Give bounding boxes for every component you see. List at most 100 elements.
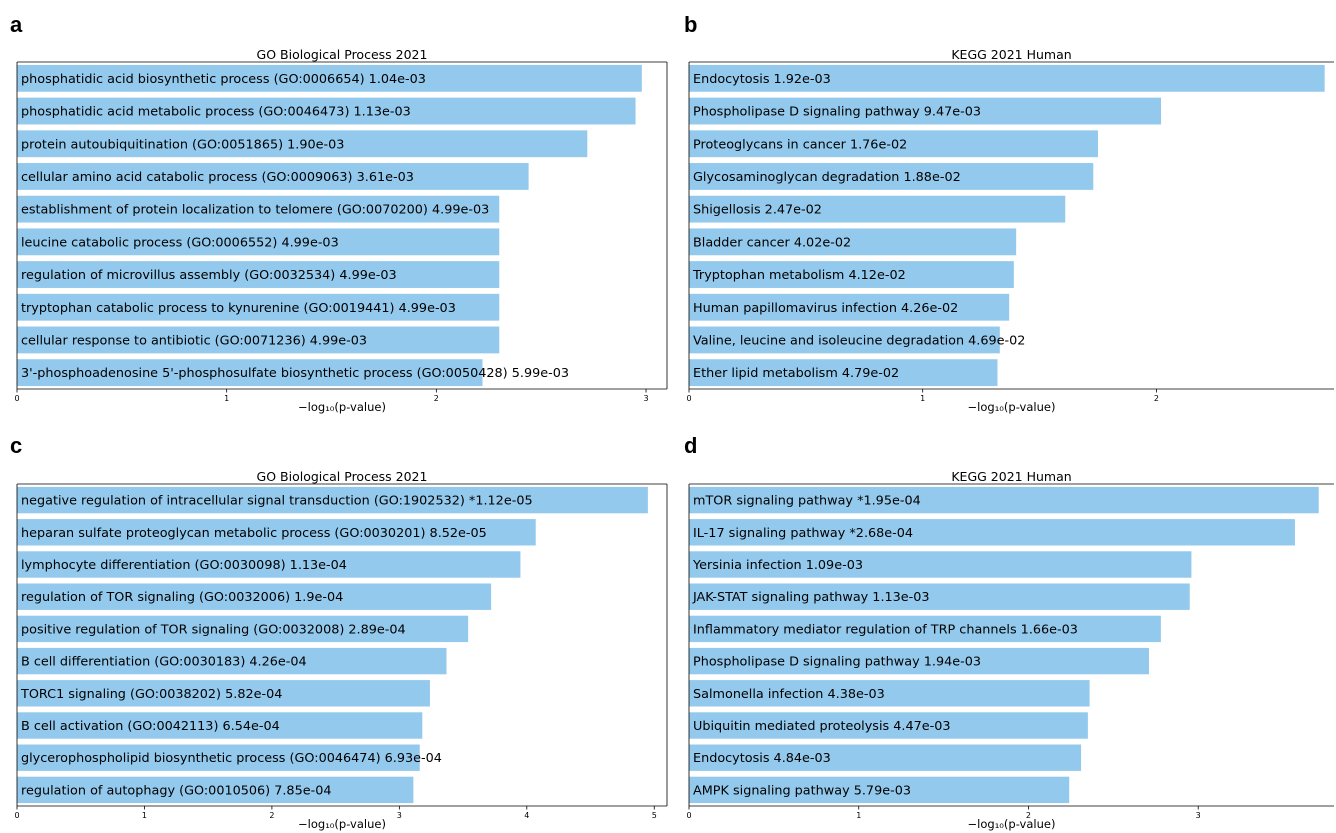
bar [17,680,430,707]
bar-label: TORC1 signaling (GO:0038202) 5.82e-04 [20,687,282,702]
bar [17,486,648,514]
bar-label: Endocytosis 4.84e-03 [693,751,831,766]
bar [17,359,483,387]
bar [17,130,588,158]
bar-label: B cell differentiation (GO:0030183) 4.26… [21,655,307,670]
bar [17,519,536,546]
bar [689,359,998,387]
bar-label: regulation of autophagy (GO:0010506) 7.8… [21,783,332,798]
x-tick-label: 0 [686,811,691,820]
bar-label: negative regulation of intracellular sig… [21,494,533,509]
bar-label: cellular amino acid catabolic process (G… [21,170,414,185]
bar-label: Ubiquitin mediated proteolysis 4.47e-03 [693,719,951,734]
bar-label: B cell activation (GO:0042113) 6.54e-04 [21,719,280,734]
bar [17,615,469,643]
bar-label: regulation of TOR signaling (GO:0032006)… [21,590,343,605]
x-tick-label: 1 [856,811,861,820]
bar-label: lymphocyte differentiation (GO:0030098) … [21,558,347,573]
bar [17,551,521,578]
bar [689,519,1295,546]
bar-label: Phospholipase D signaling pathway 1.94e-… [693,655,981,670]
bar-label: Yersinia infection 1.09e-03 [692,558,863,573]
bar [689,97,1162,125]
bar [689,64,1325,92]
panel-letter-d: d [684,433,698,458]
bar [689,744,1082,771]
bar [689,712,1088,739]
bar-label: AMPK signaling pathway 5.79e-03 [693,783,911,798]
bar [17,647,447,675]
bar [17,228,500,256]
bar-label: protein autoubiquitination (GO:0051865) … [21,137,344,152]
bar [17,261,500,288]
x-axis-label: −log₁₀(p-value) [298,400,386,414]
bar [689,130,1098,158]
x-tick-label: 1 [142,811,147,820]
bar-label: glycerophospholipid biosynthetic process… [21,751,442,766]
bar-label: leucine catabolic process (GO:0006552) 4… [21,235,339,250]
x-tick-label: 5 [652,811,657,820]
x-tick-label: 3 [397,811,402,820]
bar-label: Valine, leucine and isoleucine degradati… [693,333,1025,348]
bar [17,776,414,804]
bar [17,163,529,190]
x-axis-label: −log₁₀(p-value) [968,400,1056,414]
bar-label: positive regulation of TOR signaling (GO… [21,622,406,637]
x-tick-label: 2 [269,811,274,820]
bar [689,615,1161,643]
x-tick-label: 2 [1026,811,1031,820]
x-axis-label: −log₁₀(p-value) [298,817,386,831]
bar [689,647,1149,675]
bar [689,261,1014,288]
bar [17,97,636,125]
bar [689,551,1192,578]
bar-label: phosphatidic acid biosynthetic process (… [21,72,426,87]
bar-label: establishment of protein localization to… [21,203,489,218]
x-tick-label: 4 [524,811,529,820]
bar [689,163,1094,190]
chart-title: KEGG 2021 Human [951,47,1071,62]
bar-label: Ether lipid metabolism 4.79e-02 [693,366,899,381]
bar [689,680,1090,707]
bar [689,195,1066,223]
bar [17,195,500,223]
x-tick-label: 0 [14,811,19,820]
bar-label: heparan sulfate proteoglycan metabolic p… [21,526,487,541]
bar-label: Glycosaminoglycan degradation 1.88e-02 [693,170,961,185]
bar [17,293,500,321]
x-tick-label: 2 [1154,394,1159,403]
bar-label: Endocytosis 1.92e-03 [693,72,831,87]
bar [17,583,492,610]
bar [17,326,500,354]
bar-label: IL-17 signaling pathway *2.68e-04 [693,526,913,541]
chart-title: KEGG 2021 Human [951,469,1071,484]
bar [689,228,1017,256]
panel-letter-c: c [10,433,23,458]
bar-label: cellular response to antibiotic (GO:0071… [21,333,367,348]
bar [17,744,420,771]
x-tick-label: 2 [434,394,439,403]
x-tick-label: 0 [14,394,19,403]
bar-label: regulation of microvillus assembly (GO:0… [21,268,397,283]
bar [689,326,1000,354]
x-axis-label: −log₁₀(p-value) [968,817,1056,831]
chart-title: GO Biological Process 2021 [257,469,428,484]
bar-label: JAK-STAT signaling pathway 1.13e-03 [692,590,930,605]
bar-label: mTOR signaling pathway *1.95e-04 [693,494,921,509]
bar-label: Shigellosis 2.47e-02 [693,203,822,218]
bar-label: Phospholipase D signaling pathway 9.47e-… [693,105,981,120]
x-tick-label: 1 [920,394,925,403]
panel-letter-b: b [684,12,698,37]
bar [689,293,1010,321]
bar-label: Human papillomavirus infection 4.26e-02 [693,301,958,316]
bar [689,583,1190,610]
bar-label: tryptophan catabolic process to kynureni… [21,301,456,316]
bar-label: phosphatidic acid metabolic process (GO:… [21,105,411,120]
chart-title: GO Biological Process 2021 [257,47,428,62]
panel-letter-a: a [10,12,23,37]
bar [17,712,423,739]
